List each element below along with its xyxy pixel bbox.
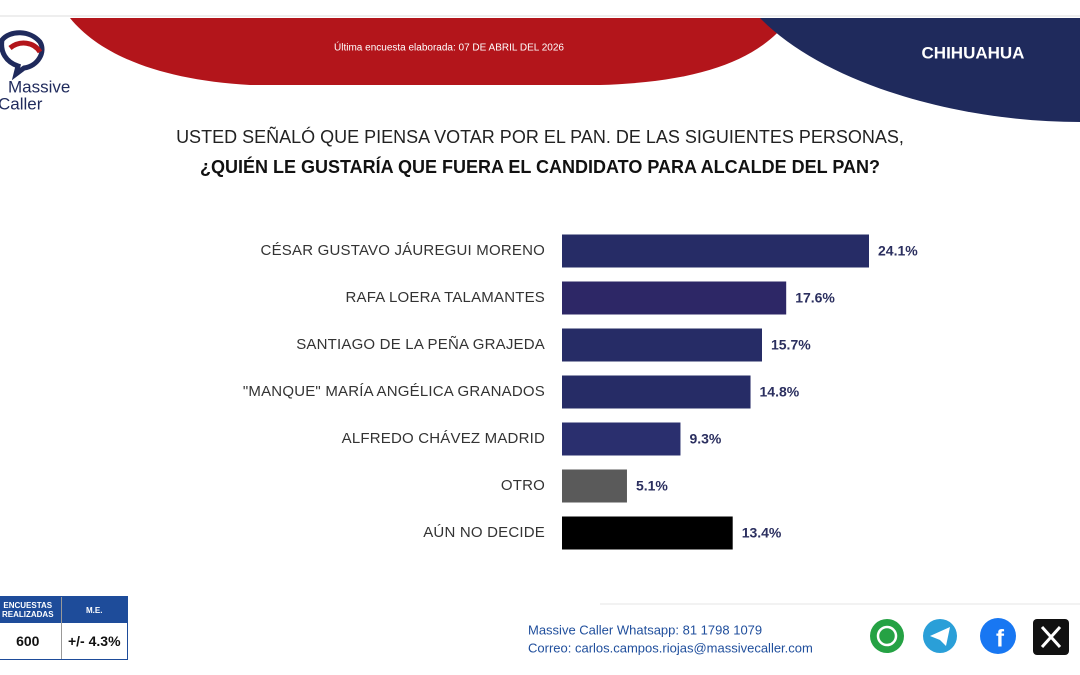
contact-email: Correo: carlos.campos.riojas@massivecall…	[528, 640, 813, 655]
telegram-glyph	[930, 627, 950, 646]
value-label: 24.1%	[878, 243, 918, 259]
logo-text: Caller	[0, 94, 43, 113]
table-row: 600 +/- 4.3%	[0, 623, 127, 659]
bar	[562, 516, 733, 550]
logo-mark	[0, 30, 45, 81]
whatsapp-glyph	[876, 625, 898, 647]
bar	[562, 234, 869, 268]
survey-date: Última encuesta elaborada: 07 DE ABRIL D…	[334, 41, 564, 54]
table-header-cell: ENCUESTAS REALIZADAS	[1, 601, 54, 619]
value-label: 17.6%	[795, 290, 835, 306]
chart-title: ¿QUIÉN LE GUSTARÍA QUE FUERA EL CANDIDAT…	[200, 156, 880, 177]
facebook-glyph: f	[996, 625, 1005, 652]
category-label: SANTIAGO DE LA PEÑA GRAJEDA	[296, 336, 545, 353]
logo: Massive Caller	[0, 30, 70, 113]
bar	[562, 328, 762, 362]
logo-text: Massive	[8, 77, 70, 96]
value-label: 15.7%	[771, 337, 811, 353]
category-label: AÚN NO DECIDE	[423, 524, 545, 541]
bar	[562, 375, 751, 409]
value-label: 9.3%	[689, 431, 721, 447]
category-label: OTRO	[501, 477, 545, 494]
table-cell: +/- 4.3%	[60, 623, 128, 659]
category-label: RAFA LOERA TALAMANTES	[345, 289, 545, 306]
x-glyph	[1040, 625, 1062, 649]
region: CHIHUAHUA	[922, 43, 1025, 62]
value-label: 14.8%	[760, 384, 800, 400]
table-cell: 600	[16, 633, 40, 649]
survey-table: ENCUESTAS REALIZADAS M.E. 600 +/- 4.3%	[0, 596, 128, 660]
value-label: 13.4%	[742, 525, 782, 541]
facebook-icon[interactable]	[980, 618, 1016, 654]
header-region-band	[760, 18, 1080, 122]
contact-whatsapp: Massive Caller Whatsapp: 81 1798 1079	[528, 622, 762, 637]
bar	[562, 469, 627, 503]
category-label: CÉSAR GUSTAVO JÁUREGUI MORENO	[261, 242, 545, 259]
chart-title: USTED SEÑALÓ QUE PIENSA VOTAR POR EL PAN…	[176, 126, 904, 147]
table-header: ENCUESTAS REALIZADAS M.E.	[0, 597, 127, 623]
bar	[562, 281, 787, 315]
category-label: ALFREDO CHÁVEZ MADRID	[342, 430, 545, 447]
category-label: "MANQUE" MARÍA ANGÉLICA GRANADOS	[243, 383, 545, 400]
whatsapp-icon[interactable]	[870, 619, 904, 653]
header-band	[70, 18, 790, 85]
bar	[562, 422, 681, 456]
logo-mark	[8, 40, 43, 54]
value-label: 5.1%	[636, 478, 668, 494]
table-header-cell: M.E.	[60, 597, 128, 623]
